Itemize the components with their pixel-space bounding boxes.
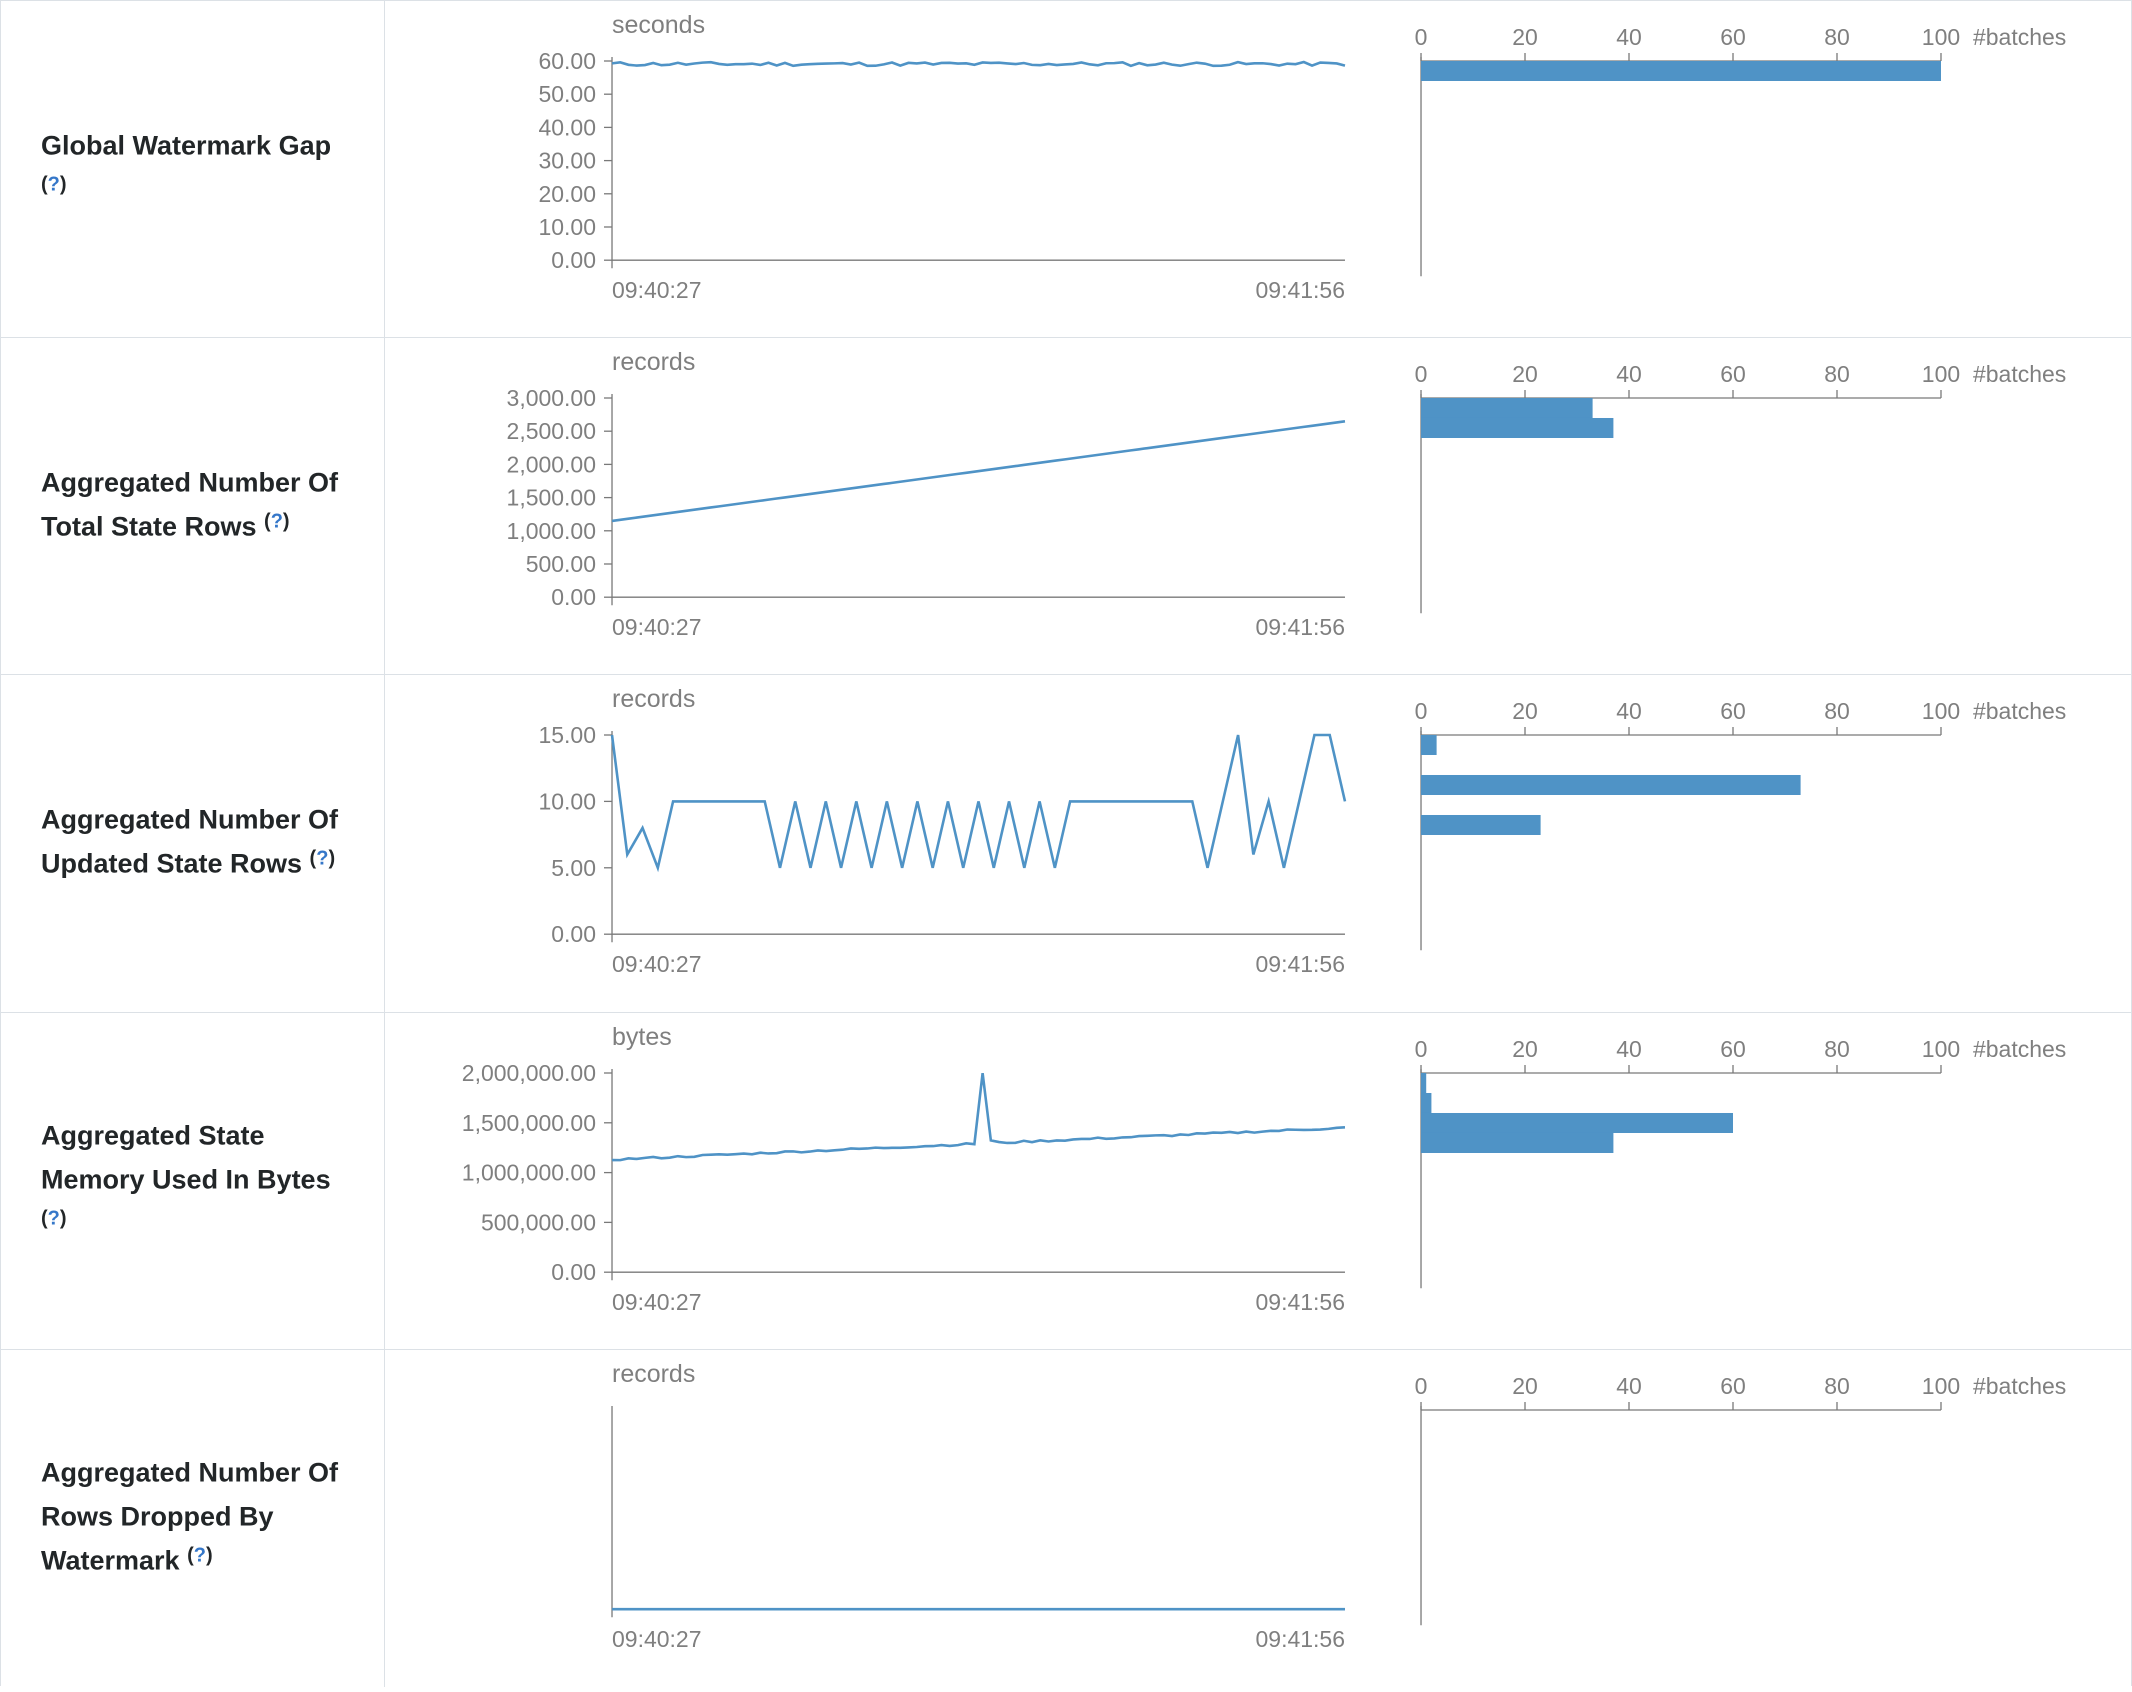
svg-text:0.00: 0.00 <box>551 247 596 273</box>
svg-text:2,000.00: 2,000.00 <box>507 452 596 478</box>
svg-text:0: 0 <box>1415 698 1428 724</box>
svg-text:20.00: 20.00 <box>538 181 596 207</box>
svg-text:#batches: #batches <box>1973 698 2066 724</box>
svg-text:500.00: 500.00 <box>526 551 596 577</box>
svg-text:#batches: #batches <box>1973 24 2066 50</box>
svg-text:1,500,000.00: 1,500,000.00 <box>462 1109 596 1135</box>
svg-text:09:40:27: 09:40:27 <box>612 952 701 978</box>
svg-text:0.00: 0.00 <box>551 922 596 948</box>
svg-text:10.00: 10.00 <box>538 789 596 815</box>
svg-text:40: 40 <box>1616 24 1642 50</box>
svg-text:100: 100 <box>1922 361 1960 387</box>
svg-text:09:40:27: 09:40:27 <box>612 1289 701 1315</box>
svg-text:15.00: 15.00 <box>538 722 596 748</box>
svg-text:10.00: 10.00 <box>538 214 596 240</box>
svg-text:#batches: #batches <box>1973 361 2066 387</box>
svg-text:09:40:27: 09:40:27 <box>612 1626 701 1652</box>
svg-text:80: 80 <box>1824 361 1850 387</box>
svg-text:20: 20 <box>1512 1373 1538 1399</box>
svg-text:3,000.00: 3,000.00 <box>507 385 596 411</box>
svg-text:20: 20 <box>1512 24 1538 50</box>
svg-text:60: 60 <box>1720 361 1746 387</box>
svg-text:2,000,000.00: 2,000,000.00 <box>462 1060 596 1086</box>
svg-text:40: 40 <box>1616 698 1642 724</box>
svg-text:60: 60 <box>1720 1036 1746 1062</box>
svg-text:records: records <box>612 685 695 713</box>
svg-text:#batches: #batches <box>1973 1373 2066 1399</box>
svg-text:0.00: 0.00 <box>551 584 596 610</box>
svg-text:5.00: 5.00 <box>551 855 596 881</box>
svg-text:09:41:56: 09:41:56 <box>1256 1289 1345 1315</box>
svg-text:100: 100 <box>1922 698 1960 724</box>
svg-text:bytes: bytes <box>612 1023 672 1051</box>
svg-text:40: 40 <box>1616 361 1642 387</box>
svg-text:80: 80 <box>1824 698 1850 724</box>
svg-text:0.00: 0.00 <box>551 1259 596 1285</box>
svg-text:40: 40 <box>1616 1036 1642 1062</box>
svg-text:50.00: 50.00 <box>538 81 596 107</box>
svg-text:100: 100 <box>1922 24 1960 50</box>
svg-text:60: 60 <box>1720 1373 1746 1399</box>
svg-text:09:41:56: 09:41:56 <box>1256 952 1345 978</box>
svg-text:0: 0 <box>1415 1036 1428 1062</box>
svg-text:1,000.00: 1,000.00 <box>507 518 596 544</box>
svg-text:60: 60 <box>1720 698 1746 724</box>
svg-text:0: 0 <box>1415 24 1428 50</box>
svg-text:09:41:56: 09:41:56 <box>1256 277 1345 303</box>
svg-text:60: 60 <box>1720 24 1746 50</box>
svg-text:records: records <box>612 348 695 376</box>
svg-text:20: 20 <box>1512 361 1538 387</box>
svg-text:0: 0 <box>1415 361 1428 387</box>
svg-text:20: 20 <box>1512 698 1538 724</box>
svg-text:seconds: seconds <box>612 11 705 39</box>
svg-text:60.00: 60.00 <box>538 48 596 74</box>
svg-text:100: 100 <box>1922 1036 1960 1062</box>
svg-text:500,000.00: 500,000.00 <box>481 1209 596 1235</box>
svg-text:30.00: 30.00 <box>538 148 596 174</box>
svg-text:80: 80 <box>1824 1036 1850 1062</box>
svg-text:40.00: 40.00 <box>538 114 596 140</box>
svg-text:0: 0 <box>1415 1373 1428 1399</box>
svg-text:2,500.00: 2,500.00 <box>507 418 596 444</box>
svg-text:1,000,000.00: 1,000,000.00 <box>462 1159 596 1185</box>
svg-text:1,500.00: 1,500.00 <box>507 485 596 511</box>
svg-text:09:40:27: 09:40:27 <box>612 614 701 640</box>
svg-text:09:40:27: 09:40:27 <box>612 277 701 303</box>
svg-text:#batches: #batches <box>1973 1036 2066 1062</box>
svg-text:20: 20 <box>1512 1036 1538 1062</box>
svg-text:09:41:56: 09:41:56 <box>1256 614 1345 640</box>
svg-text:records: records <box>612 1360 695 1388</box>
svg-text:80: 80 <box>1824 1373 1850 1399</box>
svg-text:100: 100 <box>1922 1373 1960 1399</box>
svg-text:80: 80 <box>1824 24 1850 50</box>
svg-text:09:41:56: 09:41:56 <box>1256 1626 1345 1652</box>
svg-text:40: 40 <box>1616 1373 1642 1399</box>
